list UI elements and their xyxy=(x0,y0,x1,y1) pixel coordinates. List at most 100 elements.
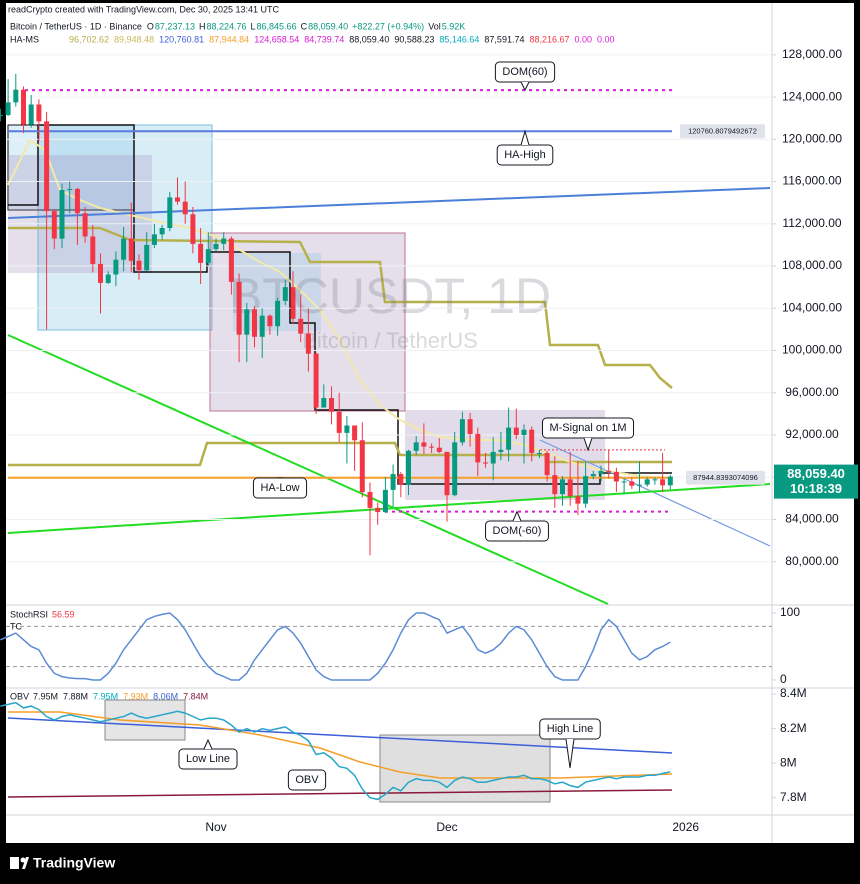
candle-body xyxy=(367,492,373,508)
candle-body xyxy=(321,398,327,408)
candle-body xyxy=(0,115,3,117)
candle-body xyxy=(259,315,265,337)
candle-body xyxy=(105,274,111,283)
candle-body xyxy=(13,89,19,103)
candle-body xyxy=(267,315,273,327)
footer-logo xyxy=(10,857,29,869)
candle-body xyxy=(198,243,204,263)
annotation-pointer xyxy=(565,738,575,769)
candle-body xyxy=(329,398,334,412)
candle-body xyxy=(90,236,96,264)
header-text: +822.27 (+0.94%) xyxy=(352,21,424,31)
candle-body xyxy=(413,442,419,451)
annotation-pointer xyxy=(583,437,593,452)
candle-body xyxy=(344,425,350,433)
y-tick-label: 7.8M xyxy=(780,790,807,804)
countdown: 10:18:39 xyxy=(790,481,842,496)
header-text: 5.92K xyxy=(442,21,466,31)
watermark-name: Bitcoin / TetherUS xyxy=(302,328,478,353)
header-text: 87,944.84 xyxy=(209,34,249,44)
header-text: 8.06M xyxy=(153,691,178,701)
header-text: 7.88M xyxy=(63,691,88,701)
last-price-label: 88,059.40 xyxy=(787,466,845,481)
candle-body xyxy=(490,451,496,464)
header-text: 124,658.54 xyxy=(254,34,299,44)
annotation-text: Low Line xyxy=(186,753,230,765)
y-tick-label: 128,000.00 xyxy=(782,47,842,61)
candle-body xyxy=(298,318,304,334)
candle-body xyxy=(667,476,673,486)
candle-body xyxy=(290,287,296,319)
y-tick-label: 100,000.00 xyxy=(782,343,842,357)
candle-body xyxy=(228,238,234,282)
header-text: L xyxy=(251,21,256,31)
candle-body xyxy=(36,104,42,122)
candle-body xyxy=(560,479,565,495)
candle-body xyxy=(590,474,596,477)
y-tick-label: 0 xyxy=(780,672,787,686)
logo-mark xyxy=(22,857,29,869)
header-text: 90,588.23 xyxy=(394,34,434,44)
trend-line xyxy=(7,334,609,605)
candle-body xyxy=(606,470,612,472)
footer-logo-text: TradingView xyxy=(33,855,115,871)
candle-body xyxy=(167,197,173,229)
y-tick-label: 8.2M xyxy=(780,721,807,735)
candle-body xyxy=(336,411,342,433)
candle-body xyxy=(252,309,257,337)
candle-body xyxy=(5,102,11,116)
header-text: 89,948.48 xyxy=(114,34,154,44)
trend-line xyxy=(7,187,771,219)
drawings xyxy=(7,124,771,803)
candle-body xyxy=(136,260,142,271)
candle-body xyxy=(529,429,535,453)
indicator-line xyxy=(0,701,671,801)
annotation: M-Signal on 1M xyxy=(541,417,635,452)
header-text: 87,237.13 xyxy=(155,21,195,31)
header-text: StochRSI xyxy=(10,609,48,619)
annotation-text: HA-High xyxy=(504,149,546,161)
watermark-symbol: BTCUSDT, 1D xyxy=(229,268,551,324)
header-text: HA-MS xyxy=(10,34,39,44)
header-text: 96,702.62 xyxy=(69,34,109,44)
candle-body xyxy=(644,479,650,485)
header-text: 88,059.40 xyxy=(349,34,389,44)
candle-body xyxy=(583,476,589,504)
candle-body xyxy=(552,475,558,495)
step-line xyxy=(8,124,672,485)
y-tick-label: 112,000.00 xyxy=(782,216,841,230)
candle-body xyxy=(359,440,365,493)
y-tick-label: 96,000.00 xyxy=(785,385,839,399)
header-text: 88,224.76 xyxy=(206,21,246,31)
candle-body xyxy=(467,419,473,434)
annotation: OBV xyxy=(287,769,327,791)
header-text: 84,739.74 xyxy=(304,34,344,44)
annotation-pointer xyxy=(520,81,530,92)
header-text: H xyxy=(199,21,206,31)
y-tick-label: 80,000.00 xyxy=(785,554,839,568)
header-text: 0.00 xyxy=(575,34,593,44)
candle-body xyxy=(459,419,465,443)
candle-body xyxy=(483,462,488,464)
candle-body xyxy=(51,211,57,239)
pane-borders xyxy=(6,3,854,843)
annotation-text: DOM(-60) xyxy=(493,525,542,537)
credit: readCrypto created with TradingView.com,… xyxy=(8,4,279,14)
obv-average xyxy=(8,711,673,779)
candle-body xyxy=(128,238,134,261)
candle-body xyxy=(506,427,512,450)
header-text: OBV xyxy=(10,691,29,701)
candle-body xyxy=(660,479,666,486)
candle-body xyxy=(421,442,427,447)
candle-body xyxy=(382,489,388,513)
indicator-line xyxy=(0,612,671,681)
candle-body xyxy=(498,449,504,452)
y-tick-label: 100 xyxy=(780,605,800,619)
trend-line xyxy=(539,439,771,547)
annotation: Low Line xyxy=(178,738,238,770)
candle-body xyxy=(598,470,604,475)
annotation-text: HA-Low xyxy=(260,482,299,494)
annotation-pointer xyxy=(512,510,522,522)
annotation: High Line xyxy=(539,718,601,769)
header-text: 7.95M xyxy=(93,691,118,701)
